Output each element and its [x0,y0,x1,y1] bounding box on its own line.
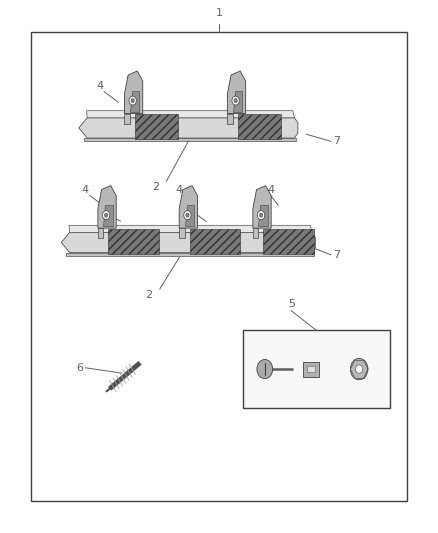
Polygon shape [103,205,113,226]
Text: 7: 7 [333,136,340,146]
Bar [108,229,159,254]
Polygon shape [98,185,116,228]
Polygon shape [227,114,233,124]
Polygon shape [124,71,143,114]
Polygon shape [233,91,242,111]
Text: 7: 7 [333,250,340,260]
Circle shape [232,96,239,105]
Circle shape [129,96,136,105]
Polygon shape [130,91,139,111]
Polygon shape [179,185,198,228]
Circle shape [105,213,108,217]
Polygon shape [61,232,315,253]
Circle shape [350,358,368,379]
Circle shape [131,99,134,102]
Bar [190,229,240,254]
Text: 2: 2 [152,182,159,192]
Polygon shape [185,205,194,226]
Text: 4: 4 [82,184,89,195]
Text: 1: 1 [215,7,223,18]
Circle shape [257,359,273,378]
Circle shape [102,211,110,220]
Bar [303,361,319,376]
Polygon shape [258,205,268,226]
Polygon shape [179,228,185,238]
Polygon shape [253,228,258,238]
Polygon shape [87,111,294,118]
Text: 4: 4 [231,80,238,91]
Text: 3: 3 [98,209,105,219]
Circle shape [258,211,265,220]
Circle shape [186,213,189,217]
Polygon shape [227,71,246,114]
Text: 6: 6 [76,363,83,373]
Bar [237,114,281,139]
Text: 4: 4 [175,184,182,195]
Bar [307,366,315,372]
Polygon shape [98,228,103,238]
Text: 3: 3 [188,209,195,219]
Circle shape [234,99,237,102]
Polygon shape [79,118,298,138]
Bar [31,32,407,501]
Polygon shape [124,114,130,124]
Bar [135,114,178,139]
Polygon shape [253,185,271,228]
Bar [263,229,314,254]
Polygon shape [84,138,296,141]
Text: 3: 3 [122,106,129,115]
Text: 4: 4 [267,184,274,195]
Polygon shape [69,225,312,232]
Text: 4: 4 [96,80,103,91]
Circle shape [184,211,191,220]
Circle shape [259,213,263,217]
Bar [243,330,390,408]
Text: 2: 2 [145,290,152,301]
Text: 5: 5 [288,299,295,309]
Polygon shape [66,253,314,256]
Circle shape [356,365,363,373]
